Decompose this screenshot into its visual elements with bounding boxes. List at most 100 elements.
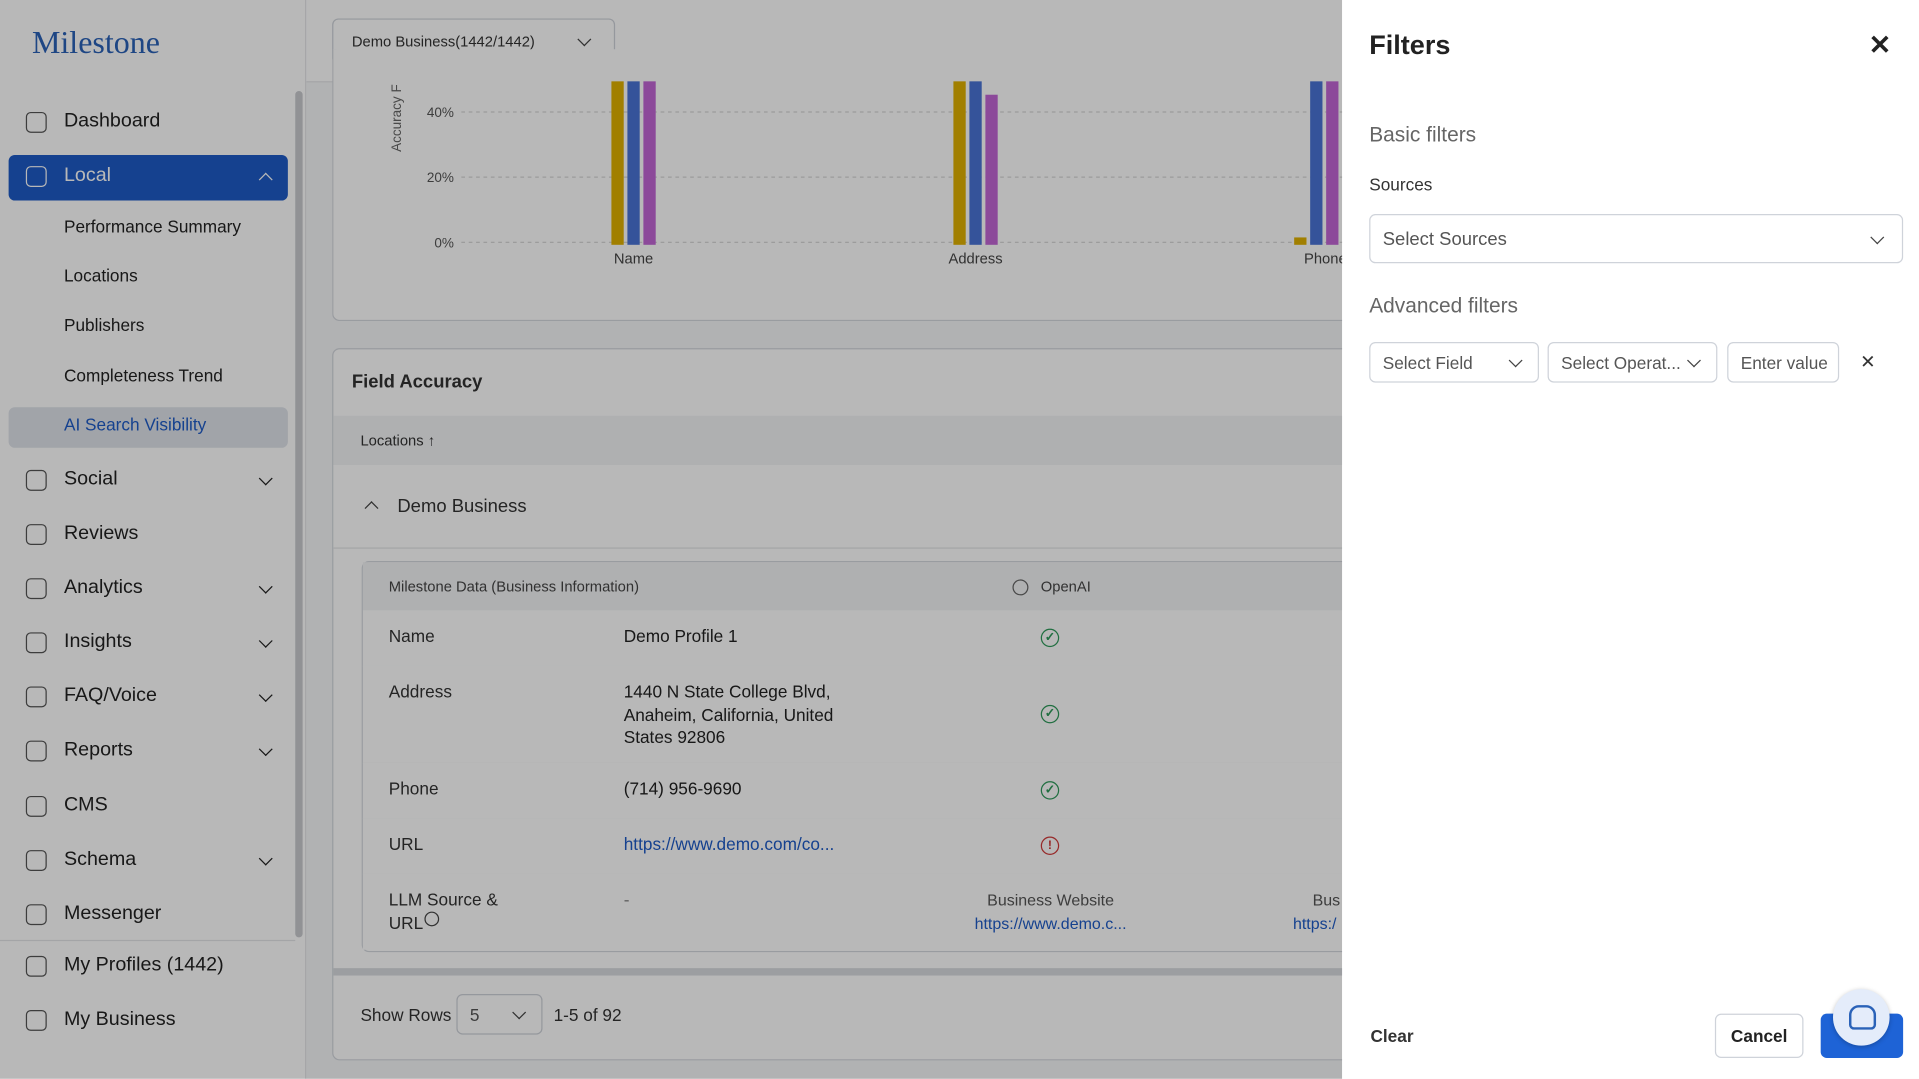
field-value: Demo Profile 1 bbox=[623, 626, 738, 646]
section-title: Basic filters bbox=[1369, 123, 1477, 147]
field-name: LLM Source & URL bbox=[388, 889, 498, 933]
section-title: Advanced filters bbox=[1369, 294, 1519, 318]
clear-button[interactable]: Clear bbox=[1370, 1025, 1414, 1046]
nav-subitem[interactable]: Locations bbox=[63, 265, 138, 286]
close-button[interactable]: ✕ bbox=[1868, 29, 1892, 61]
pagination-label: Show Rows bbox=[360, 1005, 452, 1025]
sidebar: Milestone Dashboard Local Performance Summ… bbox=[0, 0, 307, 1079]
field-placeholder: Select Field bbox=[1382, 352, 1473, 373]
card-title: Field Accuracy bbox=[351, 371, 483, 393]
bar bbox=[1326, 81, 1339, 245]
nav-item[interactable]: Schema bbox=[63, 848, 137, 870]
nav-selected-bg bbox=[8, 407, 288, 448]
bar bbox=[1294, 237, 1307, 245]
y-tick-label: 20% bbox=[427, 170, 454, 185]
operator-placeholder: Select Operat... bbox=[1561, 352, 1681, 373]
source-url[interactable]: https://www.demo.c... bbox=[974, 914, 1127, 933]
status-error-icon: ! bbox=[1040, 835, 1060, 855]
nav-item[interactable]: Social bbox=[63, 468, 118, 490]
source-name: Business Website bbox=[987, 890, 1115, 910]
nav-icon bbox=[25, 111, 47, 133]
sources-select[interactable]: Select Sources bbox=[1369, 214, 1904, 264]
chart: Accuracy F 40% 20% 0% Name Address Phone Num bbox=[389, 81, 1354, 267]
y-tick-label: 40% bbox=[427, 105, 454, 120]
field-label: Sources bbox=[1369, 174, 1433, 195]
rows-select[interactable]: 5 bbox=[456, 994, 543, 1035]
nav-item[interactable]: Dashboard bbox=[63, 110, 161, 132]
column-header: OpenAI bbox=[1040, 578, 1091, 596]
nav-icon bbox=[25, 795, 47, 817]
field-select[interactable]: Select Field bbox=[1369, 341, 1539, 383]
scroll-track bbox=[333, 968, 1563, 976]
nav-icon bbox=[25, 469, 47, 491]
business-selector-text: Demo Business(1442/1442) bbox=[351, 32, 535, 50]
inner-table-header bbox=[362, 562, 1469, 612]
nav-item[interactable]: My Business bbox=[63, 1008, 176, 1030]
rows-select-value: 5 bbox=[469, 1004, 480, 1025]
table-row bbox=[362, 818, 1469, 875]
nav-active-bg bbox=[8, 155, 288, 201]
x-tick-label: Name bbox=[614, 251, 653, 267]
nav-icon bbox=[25, 850, 47, 871]
nav-item[interactable]: Reviews bbox=[63, 522, 139, 544]
table-row bbox=[362, 610, 1469, 667]
source-url[interactable]: https:/ bbox=[1292, 914, 1337, 933]
info-icon bbox=[424, 911, 440, 927]
nav-item[interactable]: CMS bbox=[63, 794, 108, 816]
field-value: - bbox=[623, 889, 630, 910]
y-axis-label: Accuracy F bbox=[389, 84, 404, 152]
nav-icon bbox=[25, 166, 47, 187]
nav-subitem[interactable]: AI Search Visibility bbox=[63, 414, 207, 435]
pagination-range: 1-5 of 92 bbox=[553, 1005, 622, 1025]
nav-item[interactable]: FAQ/Voice bbox=[63, 685, 157, 707]
bar bbox=[627, 81, 640, 245]
x-tick-label: Address bbox=[948, 251, 1002, 267]
source-name: Bus bbox=[1312, 890, 1341, 910]
nav-icon bbox=[25, 1009, 47, 1031]
nav-icon bbox=[25, 955, 47, 977]
value-placeholder: Enter value bbox=[1740, 352, 1828, 373]
field-value[interactable]: https://www.demo.com/co... bbox=[623, 834, 835, 854]
nav-item[interactable]: Messenger bbox=[63, 902, 162, 924]
logo[interactable]: Milestone bbox=[31, 24, 160, 61]
table-row bbox=[362, 665, 1469, 764]
cancel-button[interactable]: Cancel bbox=[1714, 1013, 1804, 1058]
nav-subitem[interactable]: Completeness Trend bbox=[63, 365, 223, 386]
ai-chat-button[interactable] bbox=[1832, 989, 1890, 1046]
bar bbox=[1310, 81, 1323, 245]
nav-icon bbox=[25, 904, 47, 926]
sources-placeholder: Select Sources bbox=[1382, 228, 1507, 250]
remove-filter[interactable]: ✕ bbox=[1860, 351, 1876, 373]
nav-item[interactable]: My Profiles (1442) bbox=[63, 954, 224, 976]
bar bbox=[969, 81, 982, 245]
nav-item[interactable]: Reports bbox=[63, 739, 133, 761]
filters-title: Filters bbox=[1369, 29, 1451, 61]
nav-icon bbox=[25, 632, 47, 654]
status-ok-icon: ✓ bbox=[1040, 628, 1060, 647]
status-ok-icon: ✓ bbox=[1040, 780, 1060, 800]
field-name: Address bbox=[388, 681, 452, 702]
field-name: Phone bbox=[388, 778, 439, 799]
sort-column[interactable]: Locations ↑ bbox=[360, 431, 436, 450]
nav-icon bbox=[25, 740, 47, 762]
bar bbox=[643, 81, 656, 245]
operator-select[interactable]: Select Operat... bbox=[1547, 341, 1718, 383]
value-input[interactable]: Enter value bbox=[1727, 341, 1840, 383]
overlay[interactable] bbox=[0, 0, 1343, 1079]
nav-item[interactable]: Analytics bbox=[63, 576, 143, 598]
separator bbox=[0, 939, 296, 942]
nav-subitem[interactable]: Performance Summary bbox=[63, 216, 242, 237]
sort-column-text: Locations bbox=[360, 431, 424, 450]
nav-subitem[interactable]: Publishers bbox=[63, 314, 145, 335]
bar bbox=[985, 94, 998, 245]
nav-item[interactable]: Insights bbox=[63, 631, 132, 653]
nav-icon bbox=[25, 686, 47, 708]
filters-panel: Filters ✕ Basic filters Sources Select S… bbox=[1342, 0, 1919, 1079]
y-tick-label: 0% bbox=[434, 235, 454, 250]
field-name: URL bbox=[388, 834, 424, 854]
nav-item[interactable]: Local bbox=[63, 164, 112, 186]
bar bbox=[611, 81, 624, 245]
table-row bbox=[362, 873, 1469, 950]
